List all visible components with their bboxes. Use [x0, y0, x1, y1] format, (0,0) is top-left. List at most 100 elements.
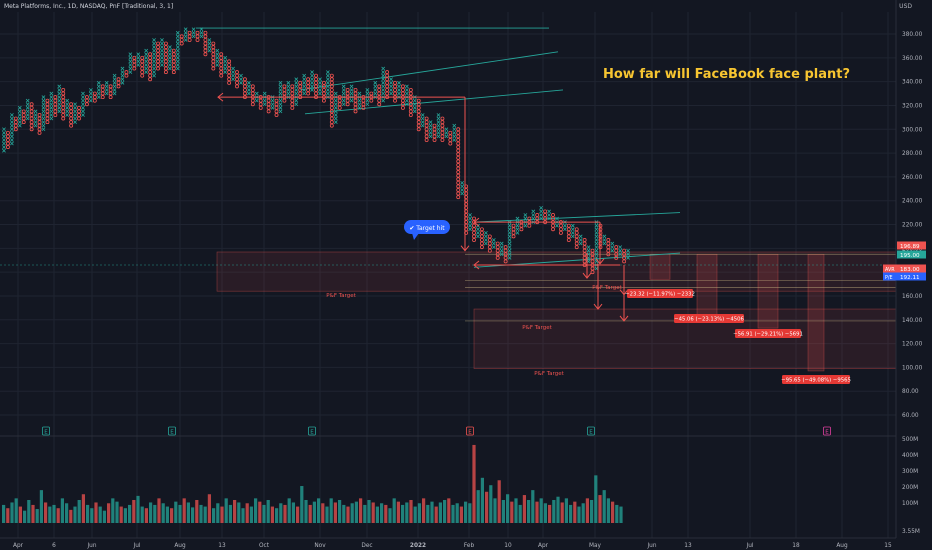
volume-bar	[157, 498, 161, 523]
x-column	[246, 80, 251, 96]
volume-bar	[123, 508, 127, 523]
svg-text:E: E	[170, 430, 174, 436]
volume-bar	[241, 508, 245, 523]
earnings-marker: E	[587, 426, 595, 436]
volume-bar	[510, 501, 514, 523]
svg-text:E: E	[589, 430, 593, 436]
volume-bar	[296, 506, 300, 523]
x-column	[341, 84, 346, 107]
volume-bar	[594, 475, 598, 523]
price-axis: 60.0080.00100.00120.00140.00160.00180.00…	[883, 0, 926, 538]
x-column	[539, 205, 544, 221]
volume-bar	[548, 504, 552, 523]
x-column	[499, 241, 504, 257]
volume-bar	[409, 499, 413, 523]
x-column	[420, 113, 425, 128]
volume-bar	[161, 503, 165, 523]
y-tick-label: 300.00	[902, 127, 923, 133]
o-column	[558, 220, 563, 235]
o-column	[622, 248, 627, 264]
volume-bar	[48, 506, 52, 523]
volume-bar	[174, 501, 178, 523]
x-column	[25, 98, 30, 121]
target-arrow	[473, 217, 600, 227]
x-column	[160, 38, 164, 67]
volume-bar	[367, 499, 371, 523]
volume-bar	[434, 506, 438, 523]
pnf-target-label: P&F Target	[326, 293, 356, 299]
svg-text:−45.06 (−23.13%) −4506: −45.06 (−23.13%) −4506	[674, 317, 744, 323]
x-tick-label: Jun	[86, 543, 96, 549]
x-column	[570, 223, 575, 239]
earnings-marker: E	[42, 426, 50, 436]
x-column	[262, 91, 267, 107]
o-column	[377, 84, 382, 107]
x-tick-label: Oct	[259, 543, 270, 549]
volume-bar	[556, 496, 560, 523]
o-column	[108, 84, 113, 100]
volume-bar	[262, 504, 266, 523]
x-column	[578, 234, 583, 246]
volume-bar	[447, 498, 451, 523]
x-column	[349, 84, 354, 103]
target-arrows	[217, 92, 629, 322]
volume-bar	[527, 499, 531, 523]
o-column	[416, 98, 421, 132]
volume-bar	[438, 502, 442, 523]
volume-bar	[224, 498, 228, 523]
volume-bar	[350, 503, 354, 523]
x-column	[333, 91, 338, 124]
x-column	[389, 77, 393, 96]
o-column	[203, 30, 208, 57]
x-column	[476, 223, 480, 239]
target-label: −56.91 (−29.21%) −5691	[733, 329, 803, 338]
x-tick-label: 15	[884, 543, 892, 549]
o-column	[84, 95, 89, 107]
target-zones	[0, 251, 897, 372]
time-axis: Apr 6 Jun Jul Aug 13 Oct Nov Dec 2022 Feb 10 Apr May J…	[0, 537, 896, 549]
trend-line	[304, 89, 564, 115]
volume-bar	[279, 503, 283, 523]
x-column	[207, 38, 212, 53]
o-column	[258, 95, 263, 110]
trend-line	[473, 212, 681, 223]
pnf-target-label: P&F Target	[592, 285, 622, 291]
earnings-marker: E	[308, 426, 316, 436]
x-tick-label: Apr	[538, 543, 549, 549]
x-column	[2, 127, 6, 153]
x-tick-label: 10	[504, 543, 512, 549]
volume-bar	[543, 503, 547, 523]
x-column	[491, 238, 496, 250]
x-column	[112, 73, 117, 96]
o-column	[77, 105, 81, 121]
x-column	[223, 55, 228, 74]
volume-bar	[602, 490, 606, 523]
volume-bar	[392, 498, 396, 523]
svg-text:192.11: 192.11	[900, 275, 920, 281]
volume-bar	[107, 503, 111, 523]
o-column	[393, 80, 397, 103]
x-column	[33, 109, 38, 128]
volume-bar	[552, 499, 556, 523]
o-column	[171, 48, 176, 75]
volume-bar	[564, 498, 568, 523]
volume-axis-label: 300M	[902, 469, 918, 475]
pnf-target-label: P&F Target	[522, 325, 552, 331]
o-column	[53, 95, 58, 117]
svg-text:−56.91 (−29.21%) −5691: −56.91 (−29.21%) −5691	[733, 332, 803, 338]
volume-axis-label: 3.55M	[902, 529, 920, 535]
volume-bar	[489, 485, 493, 523]
target-arrow	[593, 263, 603, 310]
o-column	[179, 34, 184, 46]
y-tick-label: 140.00	[902, 318, 923, 324]
x-column	[626, 248, 630, 260]
target-arrow	[619, 294, 629, 322]
x-column	[460, 180, 465, 196]
x-column	[610, 241, 615, 253]
x-column	[436, 113, 441, 139]
target-arrow	[217, 92, 465, 102]
volume-bar	[455, 503, 459, 523]
o-column	[495, 241, 500, 260]
volume-bar	[270, 506, 274, 523]
